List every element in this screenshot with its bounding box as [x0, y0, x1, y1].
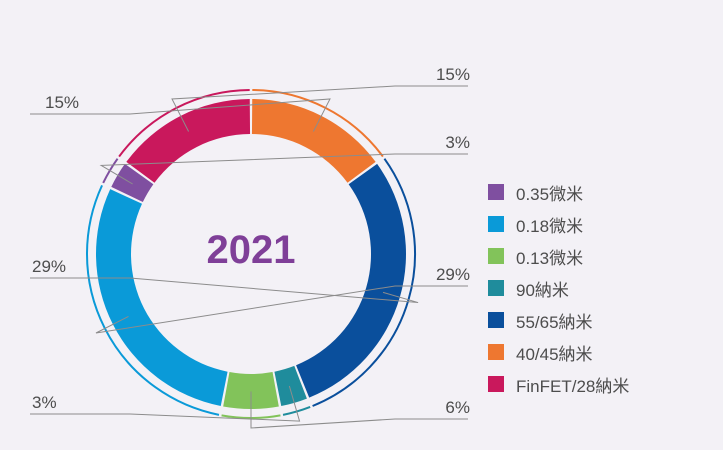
percent-label-2: 6%: [445, 398, 470, 417]
percent-labels: 15% 3% 29% 6% 3% 29% 15%: [32, 65, 470, 417]
legend-swatch: [488, 344, 504, 360]
legend-item-6: FinFET/28納米: [488, 368, 629, 400]
legend-item-1: 0.18微米: [488, 208, 629, 240]
leader-lines: [30, 85, 468, 429]
leader-line-6: [171, 85, 468, 132]
legend-swatch: [488, 216, 504, 232]
legend-label: FinFET/28納米: [516, 376, 630, 396]
percent-label-1: 29%: [436, 265, 470, 284]
legend-swatch: [488, 184, 504, 200]
legend-swatch: [488, 280, 504, 296]
leader-line-0: [99, 153, 468, 185]
percent-label-5: 15%: [45, 93, 79, 112]
slice-6: [126, 99, 251, 183]
percent-label-6: 15%: [436, 65, 470, 84]
legend-label: 40/45納米: [516, 344, 593, 364]
legend-label: 0.18微米: [516, 216, 584, 236]
slice-2: [223, 372, 279, 409]
slice-4: [296, 163, 407, 398]
slice-5: [251, 99, 376, 183]
legend-item-3: 90納米: [488, 272, 629, 304]
center-year-label: 2021: [207, 228, 296, 272]
chart-legend: 0.35微米 0.18微米 0.13微米 90納米 55/65納米 40/45納米 FinF…: [488, 176, 629, 400]
leader-line-5: [30, 98, 331, 132]
leader-line-2: [250, 391, 468, 429]
legend-item-4: 55/65納米: [488, 304, 629, 336]
leader-line-3: [30, 385, 301, 422]
leader-line-1: [95, 285, 468, 334]
legend-label: 0.35微米: [516, 184, 584, 204]
leader-line-4: [30, 277, 419, 304]
legend-label: 55/65納米: [516, 312, 593, 332]
legend-label: 90納米: [516, 280, 569, 300]
legend-label: 0.13微米: [516, 248, 584, 268]
slice-0: [111, 163, 154, 203]
slice-1: [95, 189, 228, 407]
legend-swatch: [488, 376, 504, 392]
percent-label-4: 29%: [32, 257, 66, 276]
percent-label-3: 3%: [32, 393, 57, 412]
percent-label-0: 3%: [445, 133, 470, 152]
legend-item-2: 0.13微米: [488, 240, 629, 272]
legend-item-5: 40/45納米: [488, 336, 629, 368]
legend-swatch: [488, 248, 504, 264]
legend-item-0: 0.35微米: [488, 176, 629, 208]
legend-swatch: [488, 312, 504, 328]
slice-3: [274, 365, 307, 407]
